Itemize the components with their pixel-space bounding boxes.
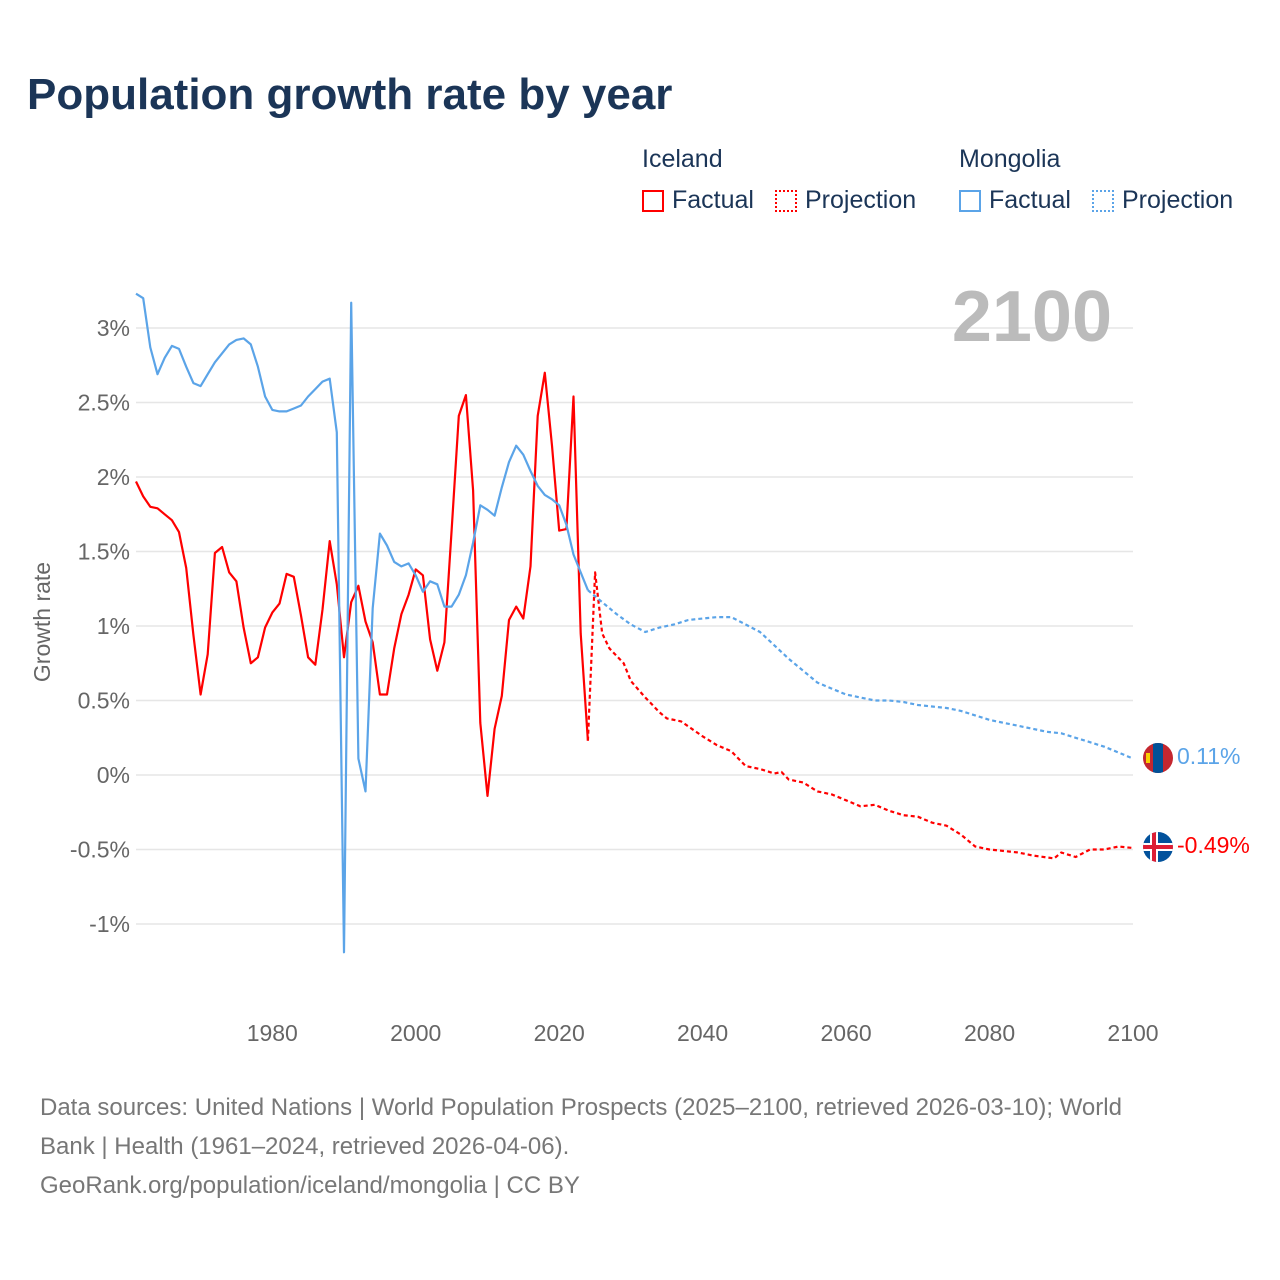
iceland-end-label: -0.49% — [1177, 832, 1250, 858]
y-tick-label: 0% — [97, 762, 130, 788]
iceland-projection-line — [586, 571, 1134, 860]
x-tick-label: 2040 — [677, 1020, 728, 1046]
dotted-swatch-icon — [775, 189, 797, 212]
source-line: Bank | Health (1961–2024, retrieved 2026… — [40, 1133, 570, 1160]
dotted-swatch-icon — [1092, 189, 1114, 212]
legend-iceland-factual[interactable]: Factual — [642, 186, 754, 215]
solid-swatch-icon — [642, 189, 664, 212]
y-tick-label: -1% — [89, 911, 130, 937]
year-watermark: 2100 — [952, 277, 1112, 357]
x-tick-label: 1980 — [247, 1020, 298, 1046]
legend-label: Factual — [989, 186, 1071, 214]
mongolia-factual-line — [135, 292, 589, 954]
y-axis-label: Growth rate — [29, 562, 55, 682]
source-line: Data sources: United Nations | World Pop… — [40, 1094, 1122, 1121]
legend-mongolia-heading: Mongolia — [959, 145, 1061, 173]
source-note: Data sources: United Nations | World Pop… — [40, 1088, 1240, 1205]
solid-swatch-icon — [959, 189, 981, 212]
page-title: Population growth rate by year — [27, 70, 673, 119]
y-tick-label: 0.5% — [78, 688, 130, 714]
y-tick-label: -0.5% — [70, 837, 130, 863]
x-tick-label: 2000 — [390, 1020, 441, 1046]
y-tick-label: 2.5% — [78, 390, 130, 416]
legend-label: Projection — [1122, 186, 1234, 214]
y-tick-label: 1% — [97, 613, 130, 639]
source-link[interactable]: GeoRank.org/population/iceland/mongolia … — [40, 1172, 580, 1199]
y-tick-label: 1.5% — [78, 539, 130, 565]
y-tick-label: 3% — [97, 315, 130, 341]
legend-label: Factual — [672, 186, 754, 214]
legend-label: Projection — [805, 186, 917, 214]
y-tick-label: 2% — [97, 464, 130, 490]
legend-mongolia-projection[interactable]: Projection — [1092, 186, 1233, 215]
legend-iceland-heading: Iceland — [642, 145, 723, 173]
legend-iceland-projection[interactable]: Projection — [775, 186, 916, 215]
x-tick-label: 2060 — [821, 1020, 872, 1046]
x-tick-label: 2080 — [964, 1020, 1015, 1046]
legend-mongolia-factual[interactable]: Factual — [959, 186, 1071, 215]
mongolia-end-label: 0.11% — [1177, 743, 1241, 769]
x-tick-label: 2100 — [1107, 1020, 1158, 1046]
x-tick-label: 2020 — [534, 1020, 585, 1046]
iceland-flag-icon — [1143, 832, 1173, 862]
mongolia-flag-icon — [1143, 743, 1173, 773]
iceland-factual-line — [135, 371, 589, 797]
mongolia-projection-line — [587, 589, 1134, 760]
